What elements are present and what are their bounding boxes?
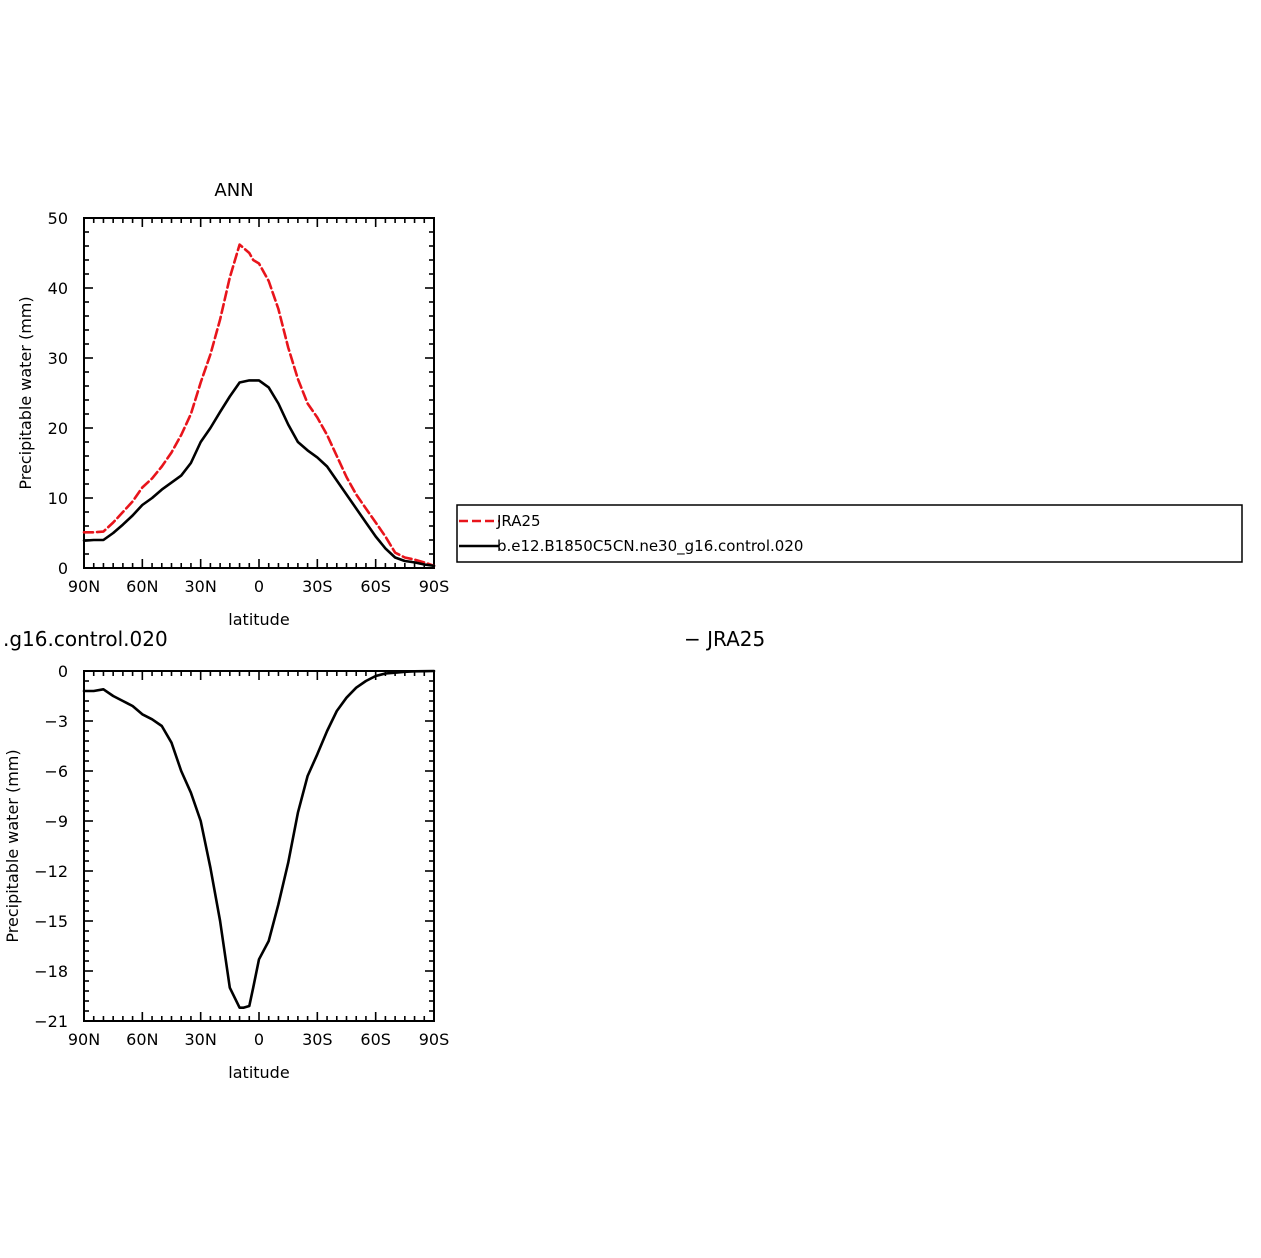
y-axis-label: Precipitable water (mm) xyxy=(3,749,22,942)
y-tick-label: −3 xyxy=(44,712,68,731)
y-tick-label: 20 xyxy=(48,419,68,438)
series-line-0 xyxy=(82,243,436,568)
plot-frame xyxy=(83,217,435,569)
plot-frame xyxy=(83,670,435,1022)
x-tick-label: 60N xyxy=(126,577,158,596)
x-tick-label: 60N xyxy=(126,1030,158,1049)
y-tick-label: 10 xyxy=(48,489,68,508)
y-tick-label: 0 xyxy=(58,559,68,578)
y-tick-label: 50 xyxy=(48,209,68,228)
x-tick-label: 90S xyxy=(419,1030,450,1049)
y-tick-label: −6 xyxy=(44,762,68,781)
x-tick-label: 0 xyxy=(254,1030,264,1049)
x-tick-label: 90N xyxy=(68,1030,100,1049)
top-panel: 90N 60N 30N 0 30S 60S 90S 0 10 20 30 40 50 latitude Pr… xyxy=(16,180,449,629)
x-axis-label: latitude xyxy=(228,1063,289,1082)
x-tick-label: 90S xyxy=(419,577,450,596)
series-line-1 xyxy=(82,379,436,568)
legend-label-1: b.e12.B1850C5CN.ne30_g16.control.020 xyxy=(497,537,803,556)
x-axis-label: latitude xyxy=(228,610,289,629)
y-tick-label: 40 xyxy=(48,279,68,298)
x-tick-label: 60S xyxy=(360,1030,391,1049)
bottom-panel: 90N 60N 30N 0 30S 60S 90S 0 −3 −6 −9 −12 −15 −18 −21 la… xyxy=(3,627,765,1082)
right-caption: − JRA25 xyxy=(684,627,765,651)
y-tick-label: −21 xyxy=(34,1012,68,1031)
x-tick-label: 30S xyxy=(302,1030,333,1049)
x-tick-label: 60S xyxy=(360,577,391,596)
x-tick-label: 30S xyxy=(302,577,333,596)
legend-box xyxy=(456,504,1243,563)
x-tick-label: 0 xyxy=(254,577,264,596)
y-tick-label: −12 xyxy=(34,862,68,881)
y-tick-label: 0 xyxy=(58,662,68,681)
x-tick-label: 90N xyxy=(68,577,100,596)
y-tick-label: 30 xyxy=(48,349,68,368)
x-tick-label: 30N xyxy=(185,577,217,596)
left-caption: .g16.control.020 xyxy=(3,627,168,651)
legend: JRA25 b.e12.B1850C5CN.ne30_g16.control.02… xyxy=(456,504,1243,563)
series-line-0 xyxy=(82,669,436,1010)
y-tick-label: −9 xyxy=(44,812,68,831)
legend-label-0: JRA25 xyxy=(496,512,541,530)
y-axis-label: Precipitable water (mm) xyxy=(16,296,35,489)
chart-title: ANN xyxy=(214,180,253,201)
y-tick-label: −15 xyxy=(34,912,68,931)
y-tick-label: −18 xyxy=(34,962,68,981)
x-tick-label: 30N xyxy=(185,1030,217,1049)
